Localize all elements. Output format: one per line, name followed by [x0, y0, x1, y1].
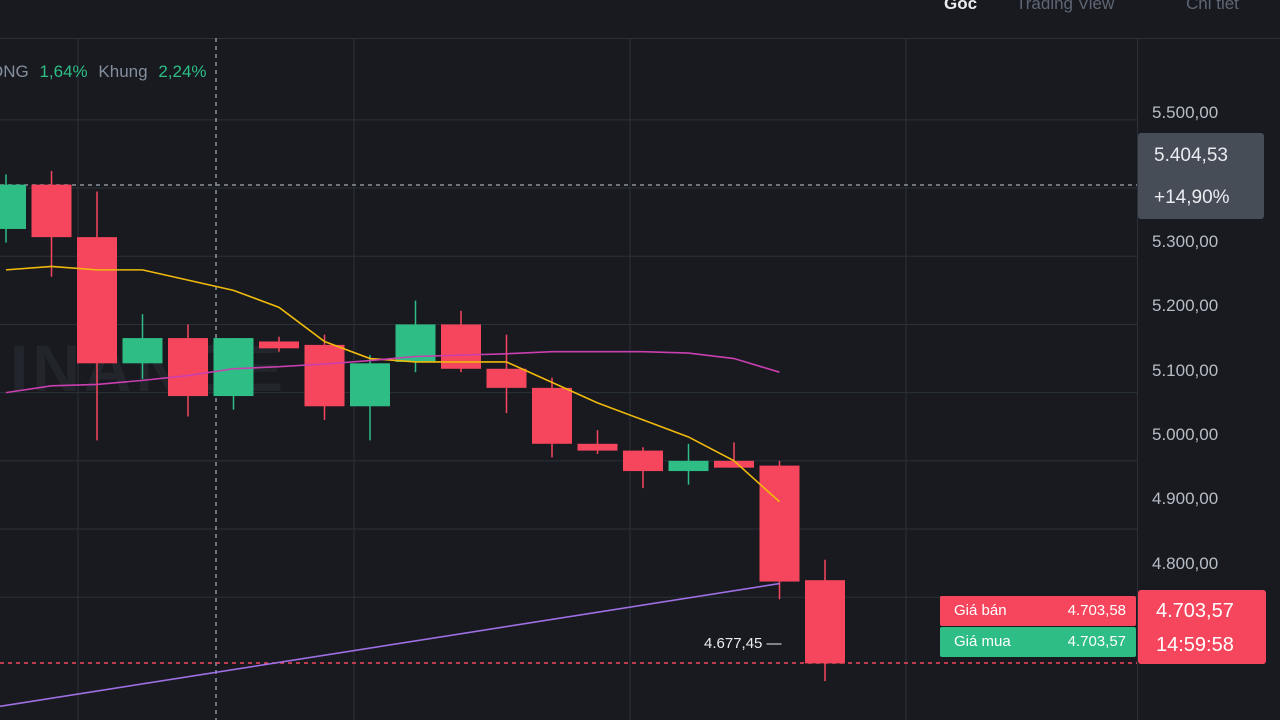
y-tick-label: 5.500,00	[1152, 103, 1219, 122]
crosshair-change: +14,90%	[1154, 187, 1230, 208]
candle-body	[31, 184, 72, 238]
top-bar: Gốc Trading View Chi tiết	[0, 0, 1280, 39]
y-tick-label: 4.900,00	[1152, 489, 1219, 508]
ma-long-line	[0, 582, 780, 708]
last-price: 4.703,57	[1156, 600, 1234, 622]
candle-body	[759, 465, 800, 582]
buy-label: Giá mua	[954, 633, 1011, 650]
candle-body	[259, 341, 299, 349]
ma-short-line	[5, 265, 781, 503]
tab-chi-tiet[interactable]: Chi tiết	[1186, 0, 1239, 13]
indicator-stats: ONG 1,64% Khung 2,24%	[0, 62, 213, 82]
min-price-value: 4.677,45	[704, 635, 763, 652]
sell-label: Giá bán	[954, 602, 1007, 619]
ma-mid-line	[5, 350, 780, 394]
candle-body	[486, 368, 527, 388]
last-price-label: 4.703,57 14:59:58	[1138, 590, 1266, 664]
sell-price-row[interactable]: Giá bán 4.703,58	[940, 596, 1136, 626]
stat-value-ong: 1,64%	[39, 62, 88, 81]
stat-label-ong: ONG	[0, 62, 29, 81]
buy-value: 4.703,57	[1067, 633, 1126, 650]
candle-body	[714, 460, 754, 468]
candle-body	[577, 443, 618, 451]
tab-goc[interactable]: Gốc	[944, 0, 978, 13]
candle-body	[168, 338, 208, 397]
buy-price-row[interactable]: Giá mua 4.703,57	[940, 627, 1136, 657]
sell-value: 4.703,58	[1067, 602, 1126, 619]
candle-body	[532, 387, 572, 444]
candle-body	[668, 460, 709, 472]
y-tick-label: 5.300,00	[1152, 232, 1219, 251]
price-axis-divider	[1137, 38, 1138, 720]
tab-trading-view[interactable]: Trading View	[1016, 0, 1115, 13]
crosshair-price-label: 5.404,53 +14,90%	[1138, 133, 1264, 219]
candle-body	[350, 363, 390, 407]
stat-value-khung: 2,24%	[158, 62, 207, 81]
candle-body	[77, 237, 117, 364]
y-tick-label: 5.000,00	[1152, 425, 1219, 444]
y-tick-label: 5.100,00	[1152, 361, 1219, 380]
candle-body	[0, 184, 26, 229]
order-price-box: Giá bán 4.703,58 Giá mua 4.703,57	[940, 596, 1136, 658]
candle-countdown: 14:59:58	[1156, 634, 1234, 656]
candle-body	[213, 338, 254, 397]
crosshair-price: 5.404,53	[1154, 145, 1228, 166]
candle-body	[122, 338, 163, 364]
y-tick-label: 4.800,00	[1152, 554, 1219, 573]
stat-label-khung: Khung	[98, 62, 148, 81]
candle-body	[304, 344, 345, 407]
candle-body	[623, 450, 663, 472]
min-price-label: 4.677,45 —	[704, 635, 782, 652]
candle-body	[805, 580, 845, 664]
y-tick-label: 5.200,00	[1152, 296, 1219, 315]
candlestick-chart[interactable]	[0, 0, 1137, 720]
